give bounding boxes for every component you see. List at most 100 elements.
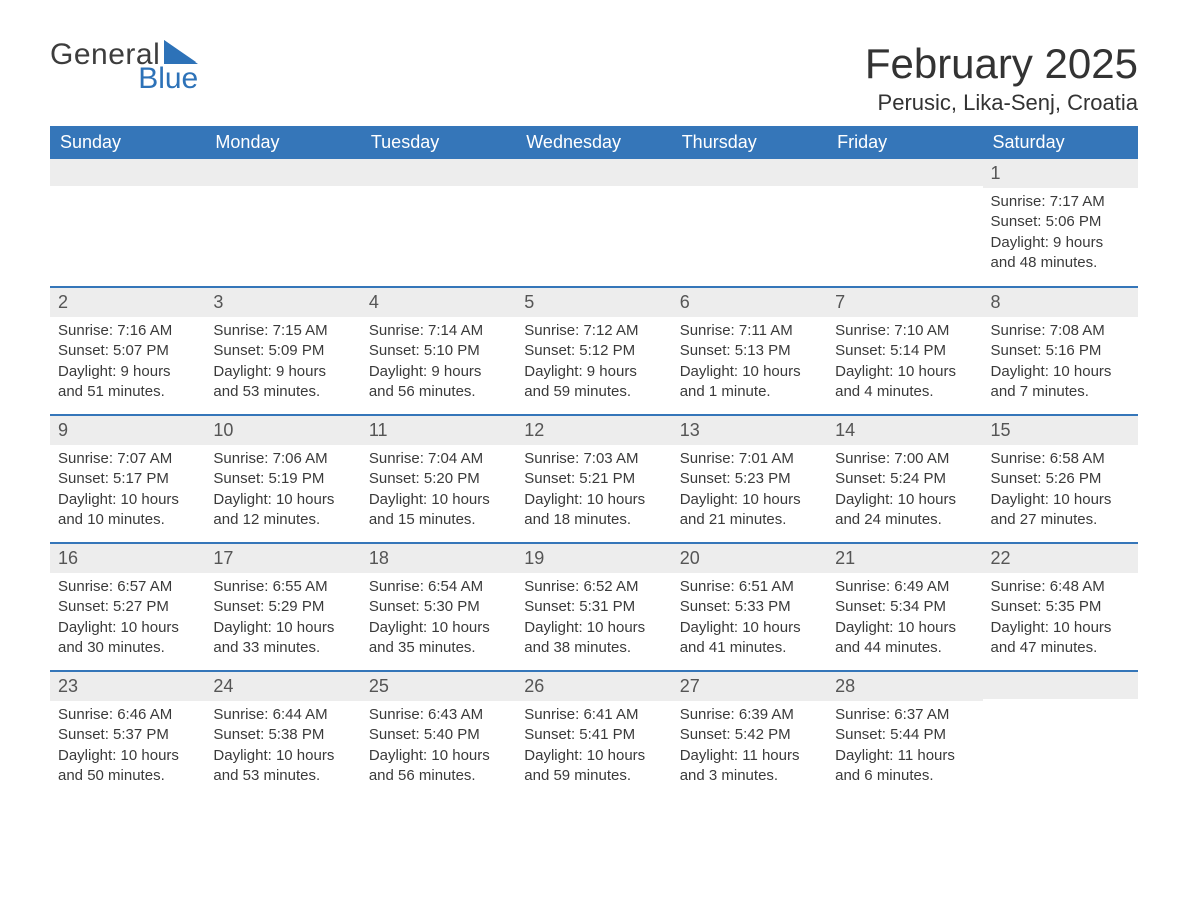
- day-number: [205, 159, 360, 186]
- logo: General Blue: [50, 40, 198, 94]
- day-details: Sunrise: 7:14 AMSunset: 5:10 PMDaylight:…: [361, 317, 516, 410]
- calendar-cell: [516, 159, 671, 287]
- calendar-cell: 24Sunrise: 6:44 AMSunset: 5:38 PMDayligh…: [205, 671, 360, 799]
- calendar-cell: 21Sunrise: 6:49 AMSunset: 5:34 PMDayligh…: [827, 543, 982, 671]
- day-number: 16: [50, 544, 205, 573]
- location: Perusic, Lika-Senj, Croatia: [865, 90, 1138, 116]
- day-number: 2: [50, 288, 205, 317]
- day-details: Sunrise: 7:03 AMSunset: 5:21 PMDaylight:…: [516, 445, 671, 538]
- calendar-cell: 9Sunrise: 7:07 AMSunset: 5:17 PMDaylight…: [50, 415, 205, 543]
- day-number: 24: [205, 672, 360, 701]
- calendar-cell: [827, 159, 982, 287]
- calendar-cell: 8Sunrise: 7:08 AMSunset: 5:16 PMDaylight…: [983, 287, 1138, 415]
- day-number: 22: [983, 544, 1138, 573]
- calendar-cell: 17Sunrise: 6:55 AMSunset: 5:29 PMDayligh…: [205, 543, 360, 671]
- day-number: [672, 159, 827, 186]
- weekday-header-row: SundayMondayTuesdayWednesdayThursdayFrid…: [50, 126, 1138, 159]
- calendar-cell: 27Sunrise: 6:39 AMSunset: 5:42 PMDayligh…: [672, 671, 827, 799]
- calendar-cell: [50, 159, 205, 287]
- day-details: Sunrise: 7:01 AMSunset: 5:23 PMDaylight:…: [672, 445, 827, 538]
- day-details: Sunrise: 6:51 AMSunset: 5:33 PMDaylight:…: [672, 573, 827, 666]
- day-details: Sunrise: 6:54 AMSunset: 5:30 PMDaylight:…: [361, 573, 516, 666]
- day-details: Sunrise: 6:48 AMSunset: 5:35 PMDaylight:…: [983, 573, 1138, 666]
- calendar-cell: 25Sunrise: 6:43 AMSunset: 5:40 PMDayligh…: [361, 671, 516, 799]
- calendar-cell: [983, 671, 1138, 799]
- day-details: Sunrise: 7:08 AMSunset: 5:16 PMDaylight:…: [983, 317, 1138, 410]
- calendar-cell: 4Sunrise: 7:14 AMSunset: 5:10 PMDaylight…: [361, 287, 516, 415]
- day-details: Sunrise: 7:17 AMSunset: 5:06 PMDaylight:…: [983, 188, 1138, 281]
- day-number: 4: [361, 288, 516, 317]
- title-block: February 2025 Perusic, Lika-Senj, Croati…: [865, 40, 1138, 116]
- calendar-table: SundayMondayTuesdayWednesdayThursdayFrid…: [50, 126, 1138, 799]
- calendar-cell: 16Sunrise: 6:57 AMSunset: 5:27 PMDayligh…: [50, 543, 205, 671]
- calendar-cell: [205, 159, 360, 287]
- calendar-cell: 12Sunrise: 7:03 AMSunset: 5:21 PMDayligh…: [516, 415, 671, 543]
- day-details: Sunrise: 7:04 AMSunset: 5:20 PMDaylight:…: [361, 445, 516, 538]
- calendar-week-row: 1Sunrise: 7:17 AMSunset: 5:06 PMDaylight…: [50, 159, 1138, 287]
- calendar-cell: 6Sunrise: 7:11 AMSunset: 5:13 PMDaylight…: [672, 287, 827, 415]
- day-details: Sunrise: 6:57 AMSunset: 5:27 PMDaylight:…: [50, 573, 205, 666]
- calendar-cell: 14Sunrise: 7:00 AMSunset: 5:24 PMDayligh…: [827, 415, 982, 543]
- day-number: 12: [516, 416, 671, 445]
- calendar-cell: 11Sunrise: 7:04 AMSunset: 5:20 PMDayligh…: [361, 415, 516, 543]
- calendar-cell: 22Sunrise: 6:48 AMSunset: 5:35 PMDayligh…: [983, 543, 1138, 671]
- month-title: February 2025: [865, 40, 1138, 88]
- day-details: Sunrise: 7:06 AMSunset: 5:19 PMDaylight:…: [205, 445, 360, 538]
- day-details: Sunrise: 7:00 AMSunset: 5:24 PMDaylight:…: [827, 445, 982, 538]
- weekday-header: Friday: [827, 126, 982, 159]
- calendar-week-row: 16Sunrise: 6:57 AMSunset: 5:27 PMDayligh…: [50, 543, 1138, 671]
- day-details: Sunrise: 6:52 AMSunset: 5:31 PMDaylight:…: [516, 573, 671, 666]
- day-details: Sunrise: 7:07 AMSunset: 5:17 PMDaylight:…: [50, 445, 205, 538]
- weekday-header: Tuesday: [361, 126, 516, 159]
- day-number: 26: [516, 672, 671, 701]
- day-details: Sunrise: 7:11 AMSunset: 5:13 PMDaylight:…: [672, 317, 827, 410]
- weekday-header: Thursday: [672, 126, 827, 159]
- calendar-cell: 1Sunrise: 7:17 AMSunset: 5:06 PMDaylight…: [983, 159, 1138, 287]
- header: General Blue February 2025 Perusic, Lika…: [50, 40, 1138, 116]
- calendar-cell: 20Sunrise: 6:51 AMSunset: 5:33 PMDayligh…: [672, 543, 827, 671]
- day-details: Sunrise: 6:46 AMSunset: 5:37 PMDaylight:…: [50, 701, 205, 794]
- day-details: Sunrise: 6:55 AMSunset: 5:29 PMDaylight:…: [205, 573, 360, 666]
- weekday-header: Wednesday: [516, 126, 671, 159]
- day-number: 27: [672, 672, 827, 701]
- day-details: Sunrise: 7:12 AMSunset: 5:12 PMDaylight:…: [516, 317, 671, 410]
- logo-flag-icon: [164, 40, 198, 64]
- logo-word2: Blue: [108, 64, 198, 94]
- calendar-week-row: 9Sunrise: 7:07 AMSunset: 5:17 PMDaylight…: [50, 415, 1138, 543]
- calendar-cell: [361, 159, 516, 287]
- weekday-header: Monday: [205, 126, 360, 159]
- day-number: 14: [827, 416, 982, 445]
- day-number: 11: [361, 416, 516, 445]
- day-number: 6: [672, 288, 827, 317]
- day-number: 1: [983, 159, 1138, 188]
- day-number: 18: [361, 544, 516, 573]
- day-number: 9: [50, 416, 205, 445]
- day-number: 23: [50, 672, 205, 701]
- day-details: Sunrise: 7:16 AMSunset: 5:07 PMDaylight:…: [50, 317, 205, 410]
- calendar-cell: 5Sunrise: 7:12 AMSunset: 5:12 PMDaylight…: [516, 287, 671, 415]
- calendar-cell: [672, 159, 827, 287]
- day-details: Sunrise: 6:44 AMSunset: 5:38 PMDaylight:…: [205, 701, 360, 794]
- day-details: Sunrise: 6:39 AMSunset: 5:42 PMDaylight:…: [672, 701, 827, 794]
- calendar-cell: 13Sunrise: 7:01 AMSunset: 5:23 PMDayligh…: [672, 415, 827, 543]
- day-number: 21: [827, 544, 982, 573]
- day-details: Sunrise: 7:15 AMSunset: 5:09 PMDaylight:…: [205, 317, 360, 410]
- day-number: 20: [672, 544, 827, 573]
- day-number: [516, 159, 671, 186]
- calendar-cell: 28Sunrise: 6:37 AMSunset: 5:44 PMDayligh…: [827, 671, 982, 799]
- day-number: 3: [205, 288, 360, 317]
- day-details: Sunrise: 6:41 AMSunset: 5:41 PMDaylight:…: [516, 701, 671, 794]
- calendar-cell: 23Sunrise: 6:46 AMSunset: 5:37 PMDayligh…: [50, 671, 205, 799]
- day-number: [361, 159, 516, 186]
- calendar-cell: 18Sunrise: 6:54 AMSunset: 5:30 PMDayligh…: [361, 543, 516, 671]
- calendar-cell: 2Sunrise: 7:16 AMSunset: 5:07 PMDaylight…: [50, 287, 205, 415]
- calendar-cell: 3Sunrise: 7:15 AMSunset: 5:09 PMDaylight…: [205, 287, 360, 415]
- day-number: 10: [205, 416, 360, 445]
- calendar-cell: 19Sunrise: 6:52 AMSunset: 5:31 PMDayligh…: [516, 543, 671, 671]
- calendar-cell: 15Sunrise: 6:58 AMSunset: 5:26 PMDayligh…: [983, 415, 1138, 543]
- day-details: Sunrise: 6:37 AMSunset: 5:44 PMDaylight:…: [827, 701, 982, 794]
- day-details: Sunrise: 7:10 AMSunset: 5:14 PMDaylight:…: [827, 317, 982, 410]
- day-number: 5: [516, 288, 671, 317]
- day-number: 8: [983, 288, 1138, 317]
- day-number: 17: [205, 544, 360, 573]
